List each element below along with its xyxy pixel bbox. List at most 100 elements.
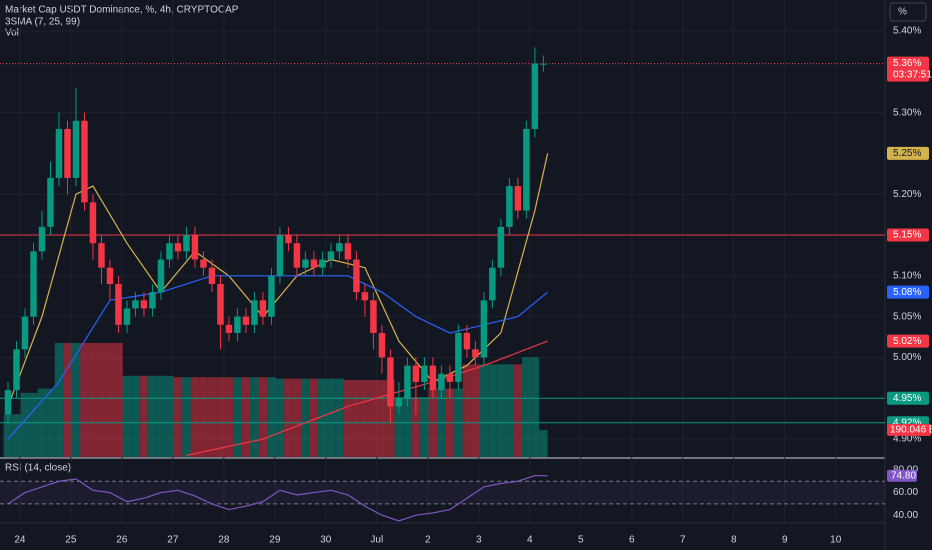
- volume-bar: [199, 377, 208, 457]
- volume-bar: [267, 377, 276, 457]
- candle-body: [200, 259, 207, 268]
- rsi-marker: [887, 469, 917, 482]
- candle-body: [523, 128, 530, 211]
- candle-body: [540, 63, 547, 65]
- candle-body: [217, 283, 224, 325]
- x-tick-label: 27: [167, 535, 179, 546]
- x-tick-label: 10: [830, 535, 842, 546]
- candle-body: [463, 332, 471, 350]
- candle-body: [336, 243, 343, 252]
- x-tick-label: 8: [731, 535, 737, 546]
- y-tick-label: 4.90%: [893, 434, 921, 445]
- volume-bar: [241, 377, 251, 457]
- candle-body: [98, 243, 105, 268]
- candle-body: [404, 365, 411, 399]
- volume-bar: [539, 429, 548, 457]
- candle-body: [412, 365, 420, 382]
- volume-bar: [114, 343, 123, 457]
- candle-body: [259, 300, 267, 317]
- volume-bar: [309, 378, 319, 457]
- volume-bar: [411, 397, 421, 457]
- volume-legend: Vol: [5, 28, 19, 39]
- x-tick-label: 25: [65, 535, 77, 546]
- candle-body: [455, 332, 462, 382]
- volume-bar: [190, 377, 200, 457]
- candle-body: [149, 292, 156, 309]
- x-tick-label: 4: [527, 535, 533, 546]
- volume-bar: [71, 343, 81, 457]
- sma-line: [7, 153, 549, 407]
- x-tick-label: 2: [425, 535, 431, 546]
- x-tick-label: 28: [218, 535, 230, 546]
- candle-body: [387, 357, 394, 407]
- volume-bar: [522, 357, 531, 457]
- unit-button[interactable]: [889, 2, 927, 22]
- unit-button-text[interactable]: %: [898, 7, 907, 18]
- candle-body: [480, 300, 488, 358]
- y-tick-label: 5.00%: [893, 352, 921, 363]
- candle-body: [38, 226, 46, 252]
- price-marker: [887, 146, 929, 160]
- candle-body: [4, 390, 12, 415]
- candle-body: [429, 365, 437, 391]
- candle-body: [89, 202, 97, 244]
- volume-bar: [352, 380, 361, 457]
- volume-bar: [12, 414, 21, 457]
- volume-bar: [343, 380, 353, 457]
- current-price-marker: [887, 56, 929, 82]
- candle-body: [30, 251, 37, 317]
- rsi-band: [0, 481, 885, 504]
- candle-body: [132, 300, 139, 309]
- y-tick-label: 5.10%: [893, 270, 921, 281]
- candle-body: [353, 259, 360, 293]
- candle-body: [497, 226, 505, 268]
- candle-body: [472, 349, 479, 358]
- volume-bar: [505, 364, 514, 457]
- candle-body: [123, 308, 131, 325]
- candle-body: [174, 243, 182, 252]
- candle-body: [47, 177, 54, 227]
- candle-body: [293, 243, 301, 268]
- rsi-tick-label: 60.00: [893, 487, 918, 498]
- rsi-title: RSI (14, close): [5, 463, 71, 474]
- volume-bar: [471, 364, 480, 457]
- candle-body: [514, 186, 522, 211]
- candle-body: [208, 267, 216, 284]
- candle-body: [21, 316, 29, 350]
- price-marker: [887, 334, 929, 348]
- candle-body: [106, 267, 114, 284]
- price-marker: [887, 228, 929, 242]
- volume-bar: [258, 377, 268, 457]
- candle-body: [225, 324, 233, 333]
- volume-marker-label: 190.046 B: [890, 425, 932, 436]
- candle-body: [285, 235, 292, 244]
- price-marker-label: 5.15%: [893, 230, 921, 241]
- volume-bar: [301, 378, 310, 457]
- volume-bar: [369, 380, 378, 457]
- candle-body: [361, 292, 369, 301]
- volume-bar: [479, 364, 489, 457]
- volume-bar: [156, 375, 166, 457]
- price-marker-label: 4.92%: [893, 417, 921, 428]
- volume-bar: [335, 378, 344, 457]
- volume-bar: [105, 343, 115, 457]
- x-tick-label: 3: [476, 535, 482, 546]
- candle-body: [344, 243, 352, 260]
- volume-bar: [360, 380, 370, 457]
- rsi-tick-label: 40.00: [893, 510, 918, 521]
- y-tick-label: 5.40%: [893, 26, 921, 37]
- volume-bar: [148, 375, 157, 457]
- volume-bar: [420, 397, 429, 457]
- volume-bar: [284, 378, 293, 457]
- price-marker-label: 5.08%: [893, 287, 921, 298]
- candle-body: [378, 332, 386, 358]
- x-tick-label: 29: [269, 535, 281, 546]
- price-marker-label: 5.25%: [893, 148, 921, 159]
- volume-bar: [207, 377, 217, 457]
- candle-body: [72, 120, 80, 178]
- price-marker: [887, 285, 929, 299]
- candle-body: [166, 243, 173, 260]
- x-tick-label: 5: [578, 535, 584, 546]
- volume-bar: [80, 343, 89, 457]
